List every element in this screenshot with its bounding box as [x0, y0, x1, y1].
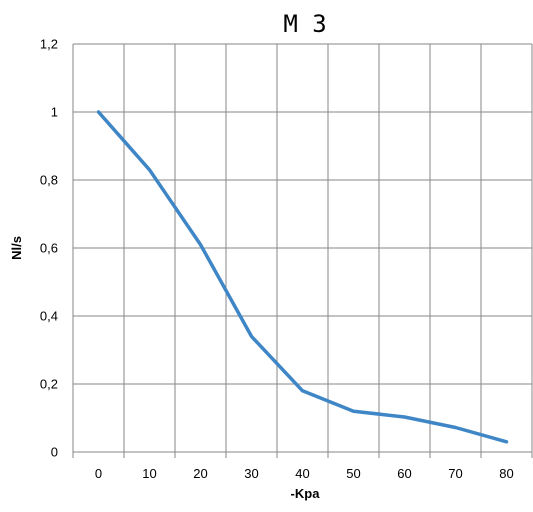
y-tick-label: 0,2	[40, 377, 58, 392]
series-layer	[96, 110, 509, 444]
x-tick-label: 70	[448, 466, 462, 481]
x-tick-label: 50	[346, 466, 360, 481]
y-tick-label: 0	[51, 445, 58, 460]
y-tick-label: 0,6	[40, 241, 58, 256]
x-axis-label: -Kpa	[291, 486, 321, 501]
x-tick-label: 40	[295, 466, 309, 481]
x-tick-label: 20	[193, 466, 207, 481]
x-tick-label: 60	[397, 466, 411, 481]
y-tick-label: 0,4	[40, 309, 58, 324]
x-tick-label: 80	[499, 466, 513, 481]
x-tick-label: 10	[142, 466, 156, 481]
x-tick-label: 0	[95, 466, 102, 481]
gridlines	[72, 43, 533, 458]
y-tick-label: 1,2	[40, 37, 58, 52]
y-axis-label: Nl/s	[9, 236, 24, 260]
x-tick-label: 30	[244, 466, 258, 481]
series-line	[96, 110, 509, 444]
y-tick-label: 1	[51, 105, 58, 120]
chart-title: M 3	[283, 10, 326, 38]
y-tick-label: 0,8	[40, 173, 58, 188]
tick-labels: 0 0,2 0,4 0,6 0,8 1 1,2 0 10 20 30 40 50 60 70 80	[40, 37, 514, 482]
